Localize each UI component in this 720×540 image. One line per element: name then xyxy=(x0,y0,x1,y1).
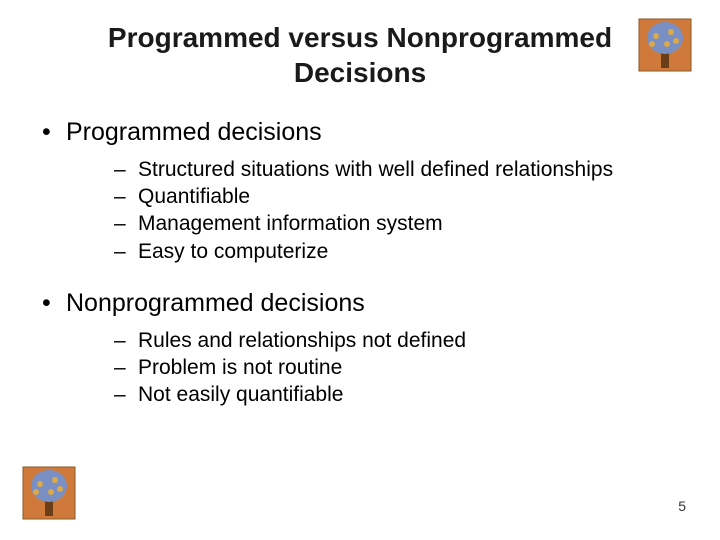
title-line-2: Decisions xyxy=(294,57,426,88)
sub-item: Quantifiable xyxy=(114,183,682,210)
sub-item-text: Problem is not routine xyxy=(138,356,342,379)
title-line-1: Programmed versus Nonprogrammed xyxy=(108,22,612,53)
sub-item: Structured situations with well defined … xyxy=(114,156,682,183)
slide-title: Programmed versus Nonprogrammed Decision… xyxy=(0,20,720,90)
tree-icon xyxy=(22,466,76,520)
sub-item-text: Easy to computerize xyxy=(138,240,328,263)
content-area: Programmed decisions Structured situatio… xyxy=(38,116,682,431)
sub-item: Problem is not routine xyxy=(114,354,682,381)
bullet-list: Programmed decisions Structured situatio… xyxy=(38,116,682,409)
sub-list: Rules and relationships not defined Prob… xyxy=(66,327,682,409)
sub-item: Easy to computerize xyxy=(114,238,682,265)
sub-item: Not easily quantifiable xyxy=(114,381,682,408)
tree-icon xyxy=(638,18,692,72)
sub-item-text: Not easily quantifiable xyxy=(138,383,343,406)
sub-item: Rules and relationships not defined xyxy=(114,327,682,354)
sub-item-text: Management information system xyxy=(138,212,443,235)
section-heading-text: Programmed decisions xyxy=(66,118,322,146)
section-heading: Nonprogrammed decisions Rules and relati… xyxy=(38,287,682,409)
section-heading-text: Nonprogrammed decisions xyxy=(66,289,365,317)
section-heading: Programmed decisions Structured situatio… xyxy=(38,116,682,265)
sub-list: Structured situations with well defined … xyxy=(66,156,682,265)
sub-item: Management information system xyxy=(114,210,682,237)
sub-item-text: Structured situations with well defined … xyxy=(138,158,613,181)
sub-item-text: Rules and relationships not defined xyxy=(138,329,466,352)
sub-item-text: Quantifiable xyxy=(138,185,250,208)
slide: Programmed versus Nonprogrammed Decision… xyxy=(0,0,720,540)
page-number: 5 xyxy=(678,498,686,514)
